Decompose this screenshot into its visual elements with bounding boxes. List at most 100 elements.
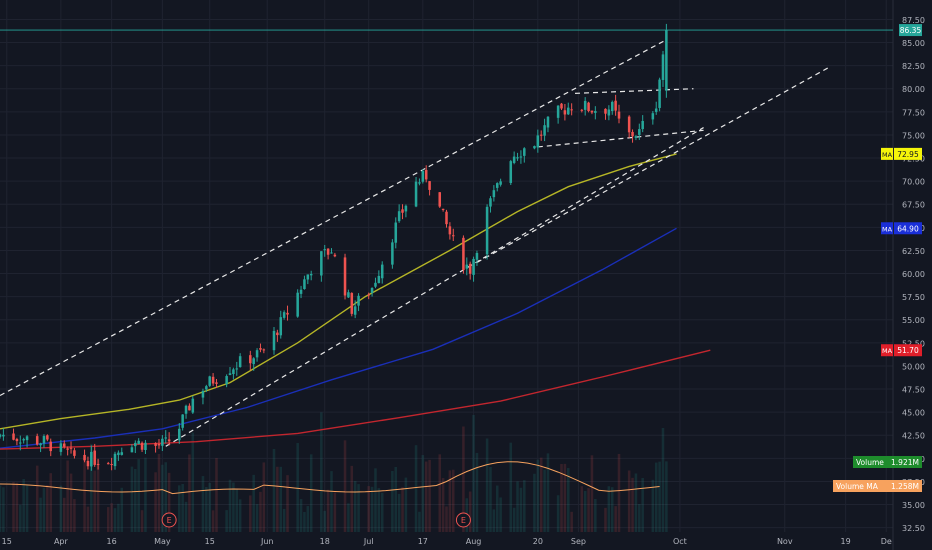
candle[interactable] xyxy=(25,436,29,441)
candle[interactable] xyxy=(73,450,76,456)
candle[interactable] xyxy=(580,109,584,111)
candle[interactable] xyxy=(286,312,289,315)
candle[interactable] xyxy=(567,107,570,115)
candle[interactable] xyxy=(441,208,445,210)
candle[interactable] xyxy=(35,436,39,445)
candle[interactable] xyxy=(96,463,100,465)
candle[interactable] xyxy=(225,376,228,385)
candle[interactable] xyxy=(654,108,658,112)
candle[interactable] xyxy=(367,294,370,296)
candle[interactable] xyxy=(397,211,401,222)
moving-average-line[interactable] xyxy=(0,227,677,449)
candle[interactable] xyxy=(167,439,171,442)
candle[interactable] xyxy=(282,312,286,318)
candle[interactable] xyxy=(509,161,513,183)
candle[interactable] xyxy=(357,295,360,306)
candle[interactable] xyxy=(380,264,384,279)
candle[interactable] xyxy=(63,443,66,447)
candle[interactable] xyxy=(451,235,455,237)
candle[interactable] xyxy=(560,103,563,109)
candle[interactable] xyxy=(590,110,594,113)
moving-average-line[interactable] xyxy=(0,153,677,430)
candle[interactable] xyxy=(137,440,140,444)
candle[interactable] xyxy=(536,135,540,148)
candle[interactable] xyxy=(211,376,215,384)
candle[interactable] xyxy=(499,181,502,185)
candle[interactable] xyxy=(309,273,313,276)
candle[interactable] xyxy=(279,317,283,336)
candle[interactable] xyxy=(353,306,357,315)
candle[interactable] xyxy=(46,435,49,440)
candle[interactable] xyxy=(66,448,69,450)
candle[interactable] xyxy=(134,442,137,447)
candle[interactable] xyxy=(188,405,191,411)
candle[interactable] xyxy=(539,134,543,136)
candle[interactable] xyxy=(570,109,573,111)
candle[interactable] xyxy=(323,249,326,251)
candle[interactable] xyxy=(191,398,195,413)
candle[interactable] xyxy=(69,447,73,449)
candle[interactable] xyxy=(90,451,93,467)
earnings-marker[interactable] xyxy=(455,512,471,528)
candle[interactable] xyxy=(350,293,354,314)
candle[interactable] xyxy=(563,110,567,115)
candle[interactable] xyxy=(543,125,546,136)
candle[interactable] xyxy=(272,330,276,351)
candlestick-series[interactable] xyxy=(0,23,668,471)
candle[interactable] xyxy=(2,434,5,437)
candle[interactable] xyxy=(519,156,523,158)
candle[interactable] xyxy=(12,433,15,440)
candle[interactable] xyxy=(120,452,124,455)
candle[interactable] xyxy=(303,279,306,290)
candle[interactable] xyxy=(495,183,499,188)
candle[interactable] xyxy=(83,455,86,461)
candle[interactable] xyxy=(627,116,631,133)
candle[interactable] xyxy=(475,253,479,260)
candle[interactable] xyxy=(607,109,611,116)
candle[interactable] xyxy=(617,111,621,119)
candle[interactable] xyxy=(492,190,496,198)
candle[interactable] xyxy=(181,414,184,428)
candle[interactable] xyxy=(320,251,323,276)
price-axis[interactable]: 32.5035.0037.5040.0042.5045.0047.5050.00… xyxy=(902,16,925,533)
candle[interactable] xyxy=(330,252,333,254)
moving-average-line[interactable] xyxy=(0,349,711,450)
candle[interactable] xyxy=(276,332,279,336)
candle[interactable] xyxy=(445,211,448,225)
candle[interactable] xyxy=(533,146,536,149)
candle[interactable] xyxy=(638,129,641,135)
candle[interactable] xyxy=(634,136,638,138)
candle[interactable] xyxy=(178,428,181,441)
candle[interactable] xyxy=(299,289,303,294)
candle[interactable] xyxy=(215,382,218,384)
candle[interactable] xyxy=(262,349,266,351)
candle[interactable] xyxy=(391,242,394,265)
candle[interactable] xyxy=(665,30,668,91)
candle[interactable] xyxy=(59,443,63,452)
earnings-marker[interactable] xyxy=(161,512,177,528)
candle[interactable] xyxy=(39,443,42,446)
candle[interactable] xyxy=(587,102,590,112)
candle[interactable] xyxy=(117,452,120,456)
candle[interactable] xyxy=(113,453,117,467)
candle[interactable] xyxy=(259,348,262,350)
candle[interactable] xyxy=(523,148,526,156)
candle[interactable] xyxy=(86,460,90,467)
candle[interactable] xyxy=(238,356,242,368)
candle[interactable] xyxy=(228,373,232,375)
candle[interactable] xyxy=(205,386,208,390)
candle[interactable] xyxy=(485,206,489,255)
candle[interactable] xyxy=(252,358,255,365)
candle[interactable] xyxy=(347,292,350,298)
candle[interactable] xyxy=(462,237,465,270)
candle[interactable] xyxy=(326,248,330,255)
candle[interactable] xyxy=(154,443,157,446)
candle[interactable] xyxy=(512,156,516,163)
candle[interactable] xyxy=(49,441,53,452)
candle[interactable] xyxy=(614,100,617,111)
candle[interactable] xyxy=(661,54,665,80)
candle[interactable] xyxy=(404,205,408,212)
candle[interactable] xyxy=(468,263,472,274)
candle[interactable] xyxy=(22,439,25,441)
